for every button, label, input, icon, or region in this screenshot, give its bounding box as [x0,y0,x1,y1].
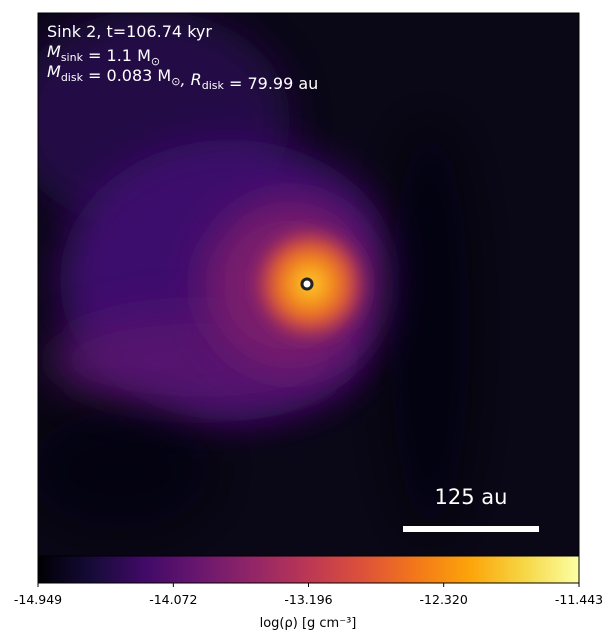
annotation-text: = 0.083 M [83,66,171,85]
annotation-text: M [47,62,61,81]
annotation-line: Mdisk = 0.083 M⊙, Rdisk = 79.99 au [47,62,318,93]
annotation-text: = 79.99 au [224,74,318,93]
tick-label: -11.443 [555,592,603,607]
annotation-text: = 1.1 M [83,46,151,65]
annotation-text: Sink 2, t=106.74 kyr [47,22,212,41]
colorbar [37,555,580,584]
tick-label: -13.196 [284,592,332,607]
annotation-line: Sink 2, t=106.74 kyr [47,22,212,41]
scale-bar-label: 125 au [435,485,508,509]
annotation-subscript: disk [202,79,225,92]
annotation-text: , R [180,70,201,89]
tick-label: -12.320 [420,592,468,607]
colorbar-ticks: -14.949 -14.072 -13.196 -12.320 -11.443 [14,583,603,607]
tick-label: -14.072 [149,592,197,607]
annotation-subscript: ⊙ [171,75,180,88]
sink-marker [300,277,314,291]
annotation-subscript: sink [61,51,84,64]
colorbar-label: log(ρ) [g cm⁻³] [260,616,357,631]
annotation-subscript: disk [61,71,84,84]
annotation-line: Msink = 1.1 M⊙ [47,42,160,68]
annotation-subscript: ⊙ [151,55,160,68]
annotation-text: M [47,42,61,61]
tick-label: -14.949 [14,592,62,607]
scale-bar [403,526,539,532]
density-map: 125 au [38,13,579,556]
